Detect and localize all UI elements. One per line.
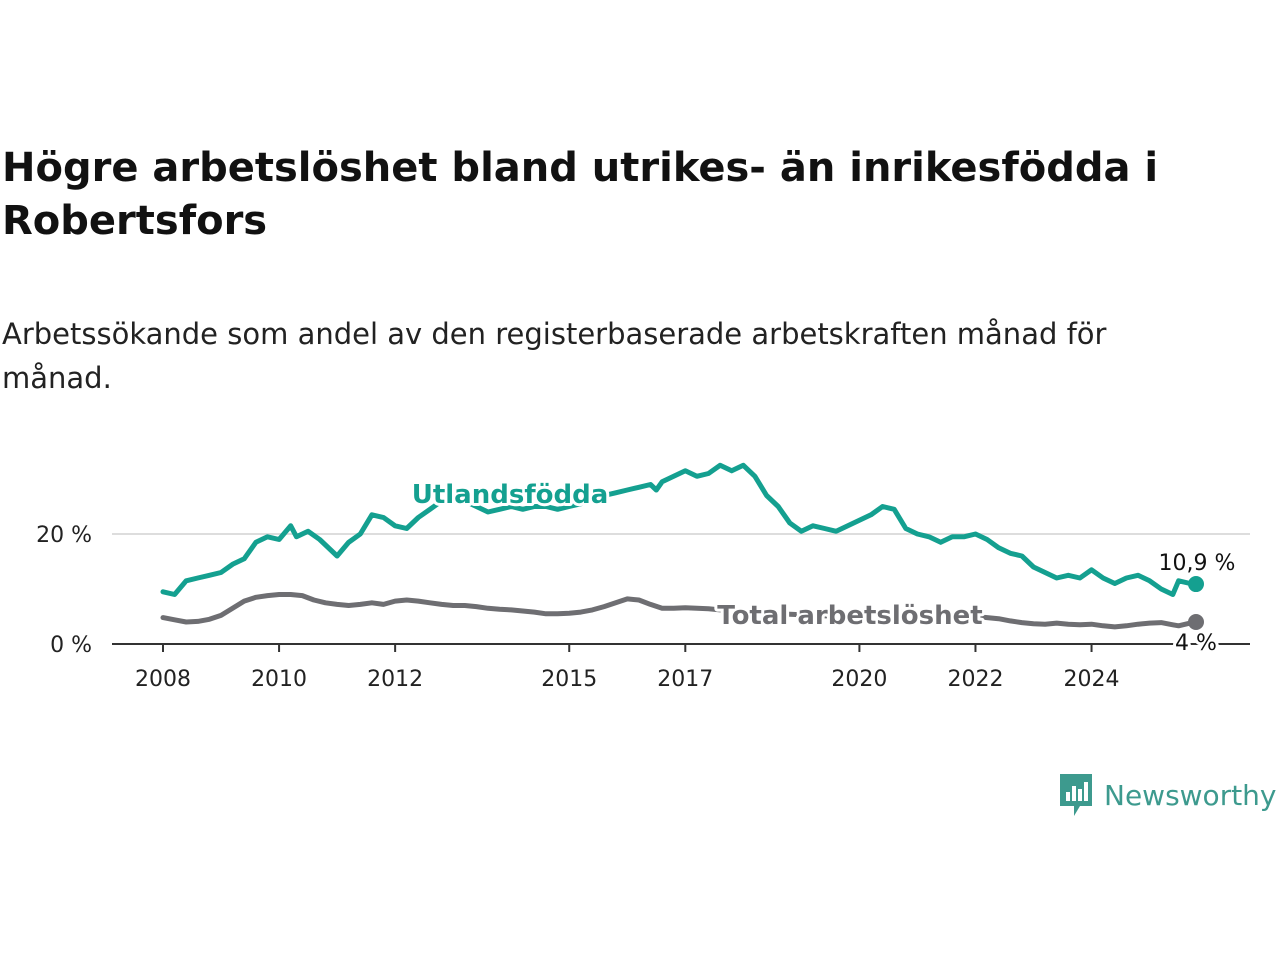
x-tick-label: 2020 [831, 667, 887, 692]
series-end-point [1188, 614, 1204, 630]
x-tick-label: 2015 [541, 667, 597, 692]
series-labels: Utlandsfödda Total arbetslöshet 10,9 % 4 % [409, 477, 1239, 659]
end-value-total: 4 % [1175, 631, 1217, 656]
x-tick-label: 2008 [135, 667, 191, 692]
x-tick-label: 2010 [251, 667, 307, 692]
brand-name: Newsworthy [1104, 778, 1277, 812]
line-chart: 0 % 20 % 2008 2010 2012 2015 2017 2020 2022 2024… [36, 462, 1250, 692]
chart-title: Högre arbetslöshet bland utrikes- än inr… [2, 145, 1159, 244]
x-tick-label: 2017 [657, 667, 713, 692]
series-line-total [160, 592, 1199, 630]
series-line-utlandsfodda [160, 462, 1199, 597]
newsworthy-brand: Newsworthy [1058, 770, 1277, 820]
x-tick-label: 2024 [1064, 667, 1120, 692]
series-lines [160, 462, 1204, 630]
y-tick-label: 0 % [50, 633, 92, 658]
series-label-utlandsfodda: Utlandsfödda [412, 480, 609, 510]
series-end-point [1188, 576, 1204, 593]
end-value-utlandsfodda: 10,9 % [1159, 551, 1236, 576]
y-axis-ticks: 0 % 20 % [36, 523, 92, 658]
chart-subtitle: Arbetssökande som andel av den registerb… [2, 317, 1107, 395]
series-label-total: Total arbetslöshet [717, 601, 982, 631]
x-tick-label: 2012 [367, 667, 423, 692]
x-axis: 2008 2010 2012 2015 2017 2020 2022 2024 [112, 643, 1250, 692]
newsworthy-logo-icon [1060, 774, 1092, 816]
x-tick-label: 2022 [947, 667, 1003, 692]
y-tick-label: 20 % [36, 523, 92, 548]
